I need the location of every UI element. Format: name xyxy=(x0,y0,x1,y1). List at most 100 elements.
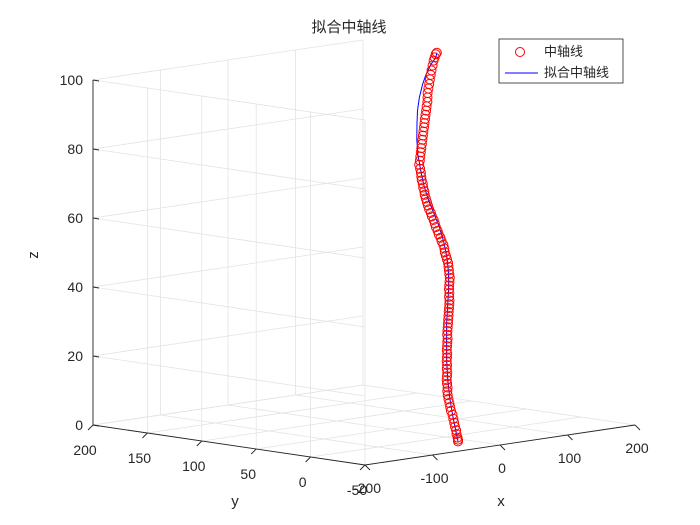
x-tick-mark xyxy=(634,424,641,431)
y-tick-label: 150 xyxy=(128,450,152,466)
y-tick-mark xyxy=(250,448,257,455)
z-tick-label: 60 xyxy=(67,210,83,226)
data-point xyxy=(444,280,455,291)
legend-box xyxy=(498,38,624,84)
data-point xyxy=(444,272,455,283)
legend: 中轴线 拟合中轴线 xyxy=(498,38,624,84)
wall-grid-line xyxy=(92,286,366,328)
data-point xyxy=(448,413,459,424)
x-tick-label: -200 xyxy=(353,480,381,496)
z-tick-mark xyxy=(92,424,100,427)
data-point xyxy=(442,341,453,352)
data-point xyxy=(441,356,452,367)
floor-grid-line xyxy=(256,408,527,450)
data-point xyxy=(444,303,454,314)
y-tick-label: -50 xyxy=(347,482,367,498)
x-tick-mark xyxy=(499,444,506,451)
x-tick-mark xyxy=(567,434,573,441)
y-tick-mark xyxy=(196,440,203,447)
x-tick-label: 100 xyxy=(558,450,582,466)
plot-area xyxy=(414,47,463,447)
data-point xyxy=(442,333,453,344)
y-tick-mark xyxy=(142,432,148,439)
data-point xyxy=(419,189,430,200)
data-point xyxy=(414,155,425,166)
wall-grid-line xyxy=(92,39,364,81)
data-point xyxy=(442,329,453,340)
z-tick-label: 100 xyxy=(60,72,84,88)
y-tick-mark xyxy=(305,456,311,463)
wall-grid-line xyxy=(92,217,366,259)
data-point xyxy=(418,182,429,193)
data-point xyxy=(430,49,441,60)
data-point xyxy=(420,113,430,124)
data-point xyxy=(442,390,453,401)
data-point xyxy=(418,126,429,137)
y-axis-line xyxy=(92,424,366,466)
data-point xyxy=(416,143,427,154)
data-point xyxy=(442,326,453,336)
data-point xyxy=(441,344,452,355)
data-point xyxy=(445,402,456,412)
z-tick-label: 80 xyxy=(67,141,83,157)
data-point xyxy=(443,261,454,272)
data-point xyxy=(420,109,431,120)
data-point xyxy=(446,405,456,416)
z-tick-label: 20 xyxy=(67,348,83,364)
z-tick-mark xyxy=(92,148,100,151)
z-axis-label: z xyxy=(25,251,42,259)
data-point xyxy=(442,386,453,397)
legend-marker-circle xyxy=(515,47,525,57)
data-point xyxy=(442,382,453,393)
data-point xyxy=(444,398,455,408)
data-point xyxy=(442,360,453,370)
wall-grid-line xyxy=(92,246,364,288)
y-tick-label: 100 xyxy=(182,458,206,474)
data-point xyxy=(442,348,453,359)
legend-label-points: 中轴线 xyxy=(544,45,583,60)
z-tick-mark xyxy=(92,79,100,82)
z-tick-label: 40 xyxy=(67,279,83,295)
data-point xyxy=(444,299,455,310)
data-point xyxy=(442,367,453,378)
data-point xyxy=(444,291,455,302)
wall-grid-line xyxy=(92,315,364,357)
data-point xyxy=(416,175,427,186)
data-point xyxy=(415,147,426,158)
data-point xyxy=(439,247,450,258)
wall-grid-line xyxy=(92,108,364,150)
data-point xyxy=(427,60,438,71)
floor-grid-line xyxy=(295,394,568,436)
data-point xyxy=(415,151,426,162)
data-point xyxy=(415,167,426,178)
y-axis-label: y xyxy=(231,493,239,510)
z-tick-mark xyxy=(92,355,100,358)
data-point xyxy=(442,371,452,382)
data-point xyxy=(414,159,425,170)
data-point xyxy=(443,310,454,321)
tick-labels: -200 -100 0 100 200 -50 0 50 100 150 200 0 20 40 60 80 1… xyxy=(60,72,649,498)
data-point xyxy=(441,375,452,386)
z-tick-mark xyxy=(92,286,100,289)
data-point xyxy=(417,130,428,141)
x-axis-label: x xyxy=(497,493,505,510)
floor-grid-line xyxy=(201,400,472,442)
data-point xyxy=(449,417,460,428)
data-point xyxy=(451,429,462,439)
data-point xyxy=(425,69,436,80)
data-point xyxy=(424,204,435,215)
data-point xyxy=(450,421,460,432)
z-tick-mark xyxy=(92,217,100,220)
legend-label-fit: 拟合中轴线 xyxy=(544,66,609,81)
data-point xyxy=(439,243,450,254)
data-point xyxy=(416,139,427,149)
x-tick-label: 200 xyxy=(625,440,649,456)
y-tick-label: 200 xyxy=(73,442,97,458)
data-point xyxy=(442,337,453,348)
fit-line xyxy=(416,52,459,442)
data-point xyxy=(419,122,429,133)
data-point xyxy=(444,269,455,280)
data-point xyxy=(443,265,454,276)
